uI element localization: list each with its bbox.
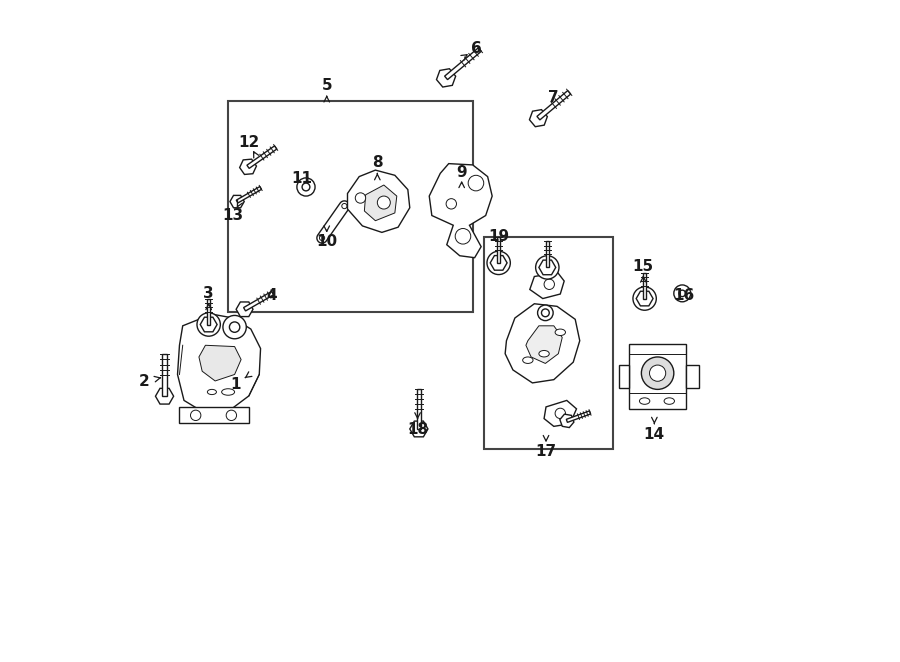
Circle shape xyxy=(230,322,239,332)
Circle shape xyxy=(320,236,325,240)
Polygon shape xyxy=(629,344,686,409)
Text: 13: 13 xyxy=(222,208,243,223)
Circle shape xyxy=(342,203,347,209)
Polygon shape xyxy=(445,48,482,79)
Polygon shape xyxy=(436,69,455,87)
Circle shape xyxy=(536,256,559,279)
Circle shape xyxy=(468,175,483,191)
Circle shape xyxy=(297,178,315,196)
Polygon shape xyxy=(410,421,427,437)
Polygon shape xyxy=(429,164,492,258)
Text: 9: 9 xyxy=(456,165,467,179)
Circle shape xyxy=(555,408,565,418)
Text: 14: 14 xyxy=(644,427,665,442)
Ellipse shape xyxy=(221,389,235,395)
Polygon shape xyxy=(239,159,256,175)
Circle shape xyxy=(197,313,220,336)
Polygon shape xyxy=(156,389,174,404)
Circle shape xyxy=(542,309,549,316)
Polygon shape xyxy=(199,346,241,381)
Text: 6: 6 xyxy=(471,41,482,56)
Polygon shape xyxy=(236,302,253,316)
Text: 10: 10 xyxy=(316,234,338,249)
Polygon shape xyxy=(497,237,500,263)
Text: 16: 16 xyxy=(673,288,694,303)
Polygon shape xyxy=(417,389,421,429)
Circle shape xyxy=(302,183,310,191)
Text: 5: 5 xyxy=(321,78,332,93)
Text: 11: 11 xyxy=(292,171,312,186)
Polygon shape xyxy=(237,187,262,203)
Ellipse shape xyxy=(664,398,674,404)
Circle shape xyxy=(679,290,686,297)
Circle shape xyxy=(191,410,201,420)
Polygon shape xyxy=(544,401,577,426)
Circle shape xyxy=(544,279,554,289)
Polygon shape xyxy=(686,365,699,388)
Text: 19: 19 xyxy=(488,230,509,244)
Text: 4: 4 xyxy=(266,288,277,303)
Polygon shape xyxy=(207,299,211,324)
Text: 12: 12 xyxy=(238,135,259,150)
Polygon shape xyxy=(643,273,646,299)
Text: 17: 17 xyxy=(536,444,556,459)
Circle shape xyxy=(633,287,656,310)
Circle shape xyxy=(446,199,456,209)
Circle shape xyxy=(356,193,365,203)
Polygon shape xyxy=(491,256,507,270)
Polygon shape xyxy=(560,414,574,428)
Polygon shape xyxy=(539,260,555,275)
Circle shape xyxy=(642,357,674,389)
Circle shape xyxy=(226,410,237,420)
Polygon shape xyxy=(244,291,274,311)
Polygon shape xyxy=(537,91,571,120)
Ellipse shape xyxy=(555,329,565,336)
Polygon shape xyxy=(364,185,397,220)
Circle shape xyxy=(455,228,471,244)
Polygon shape xyxy=(529,110,547,126)
Polygon shape xyxy=(530,273,564,299)
Circle shape xyxy=(650,365,666,381)
Polygon shape xyxy=(636,291,653,306)
Ellipse shape xyxy=(639,398,650,404)
Ellipse shape xyxy=(539,350,549,357)
Polygon shape xyxy=(619,365,629,388)
Polygon shape xyxy=(347,170,410,232)
Polygon shape xyxy=(247,146,277,168)
Polygon shape xyxy=(505,304,580,383)
Text: 18: 18 xyxy=(407,422,428,437)
Polygon shape xyxy=(200,317,217,332)
Polygon shape xyxy=(566,411,590,422)
Text: 7: 7 xyxy=(548,90,559,105)
Polygon shape xyxy=(545,242,549,267)
Ellipse shape xyxy=(523,357,533,363)
Ellipse shape xyxy=(207,389,216,395)
Polygon shape xyxy=(162,354,166,396)
Circle shape xyxy=(223,315,247,339)
Text: 3: 3 xyxy=(203,286,214,301)
Polygon shape xyxy=(177,314,261,413)
Text: 15: 15 xyxy=(633,259,654,273)
Polygon shape xyxy=(526,326,562,363)
Circle shape xyxy=(377,196,391,209)
Text: 8: 8 xyxy=(372,155,382,170)
Bar xyxy=(483,237,614,449)
Circle shape xyxy=(674,285,690,302)
Text: 1: 1 xyxy=(230,377,241,392)
Bar xyxy=(228,101,472,312)
Polygon shape xyxy=(230,195,244,208)
Polygon shape xyxy=(317,201,349,243)
Circle shape xyxy=(487,251,510,275)
Text: 2: 2 xyxy=(139,374,149,389)
Polygon shape xyxy=(179,407,249,423)
Circle shape xyxy=(537,305,554,320)
